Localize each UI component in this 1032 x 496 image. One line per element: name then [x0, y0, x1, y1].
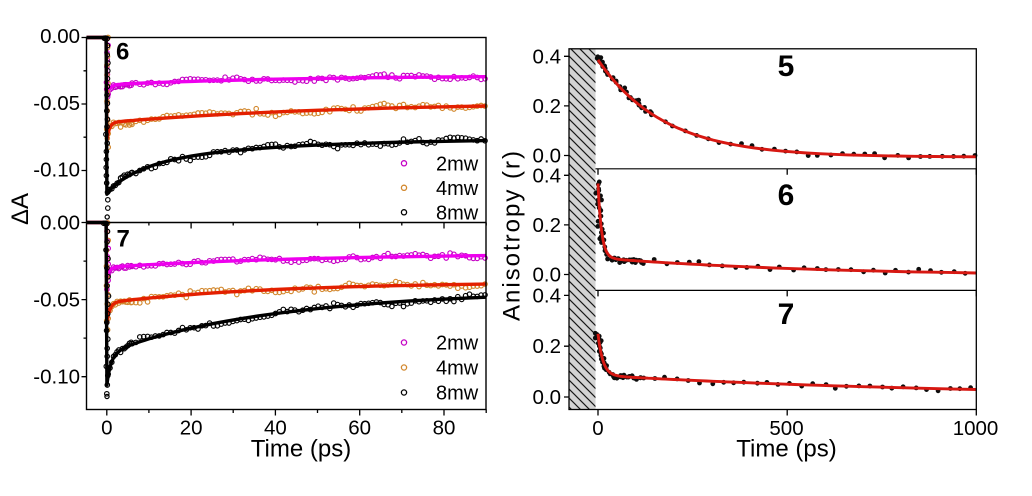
svg-text:2mw: 2mw	[436, 153, 479, 175]
svg-text:Anisotropy (r): Anisotropy (r)	[499, 149, 526, 321]
svg-text:0.00: 0.00	[40, 212, 80, 235]
svg-text:1000: 1000	[953, 417, 999, 440]
svg-text:60: 60	[348, 417, 371, 440]
svg-text:0.4: 0.4	[533, 284, 562, 307]
svg-text:0.2: 0.2	[533, 95, 562, 118]
svg-text:2mw: 2mw	[436, 333, 479, 355]
svg-text:0.4: 0.4	[533, 164, 562, 187]
svg-text:0.2: 0.2	[533, 335, 562, 358]
svg-text:-0.10: -0.10	[33, 366, 80, 389]
svg-text:6: 6	[116, 39, 129, 66]
svg-text:4mw: 4mw	[436, 178, 479, 200]
svg-text:0.2: 0.2	[533, 214, 562, 237]
svg-text:0.0: 0.0	[533, 264, 562, 287]
svg-text:Time (ps): Time (ps)	[736, 436, 836, 463]
svg-text:-0.05: -0.05	[33, 289, 80, 312]
svg-text:8mw: 8mw	[436, 202, 479, 224]
svg-text:Time (ps): Time (ps)	[251, 436, 351, 463]
svg-text:6: 6	[778, 179, 795, 212]
svg-text:ΔA: ΔA	[7, 193, 34, 225]
svg-text:7: 7	[778, 298, 795, 331]
svg-text:40: 40	[264, 417, 287, 440]
svg-text:0.0: 0.0	[533, 386, 562, 409]
svg-text:8mw: 8mw	[436, 383, 479, 405]
svg-text:80: 80	[433, 417, 456, 440]
svg-text:-0.10: -0.10	[33, 158, 80, 181]
svg-text:0: 0	[592, 417, 603, 440]
svg-text:0.4: 0.4	[533, 45, 562, 68]
svg-text:0.00: 0.00	[40, 25, 80, 48]
svg-text:500: 500	[769, 417, 803, 440]
svg-text:0: 0	[101, 417, 112, 440]
svg-text:7: 7	[117, 226, 130, 253]
svg-text:5: 5	[778, 50, 795, 83]
svg-text:20: 20	[180, 417, 203, 440]
svg-text:-0.05: -0.05	[33, 92, 80, 115]
svg-text:4mw: 4mw	[436, 358, 479, 380]
svg-text:0.0: 0.0	[533, 145, 562, 168]
